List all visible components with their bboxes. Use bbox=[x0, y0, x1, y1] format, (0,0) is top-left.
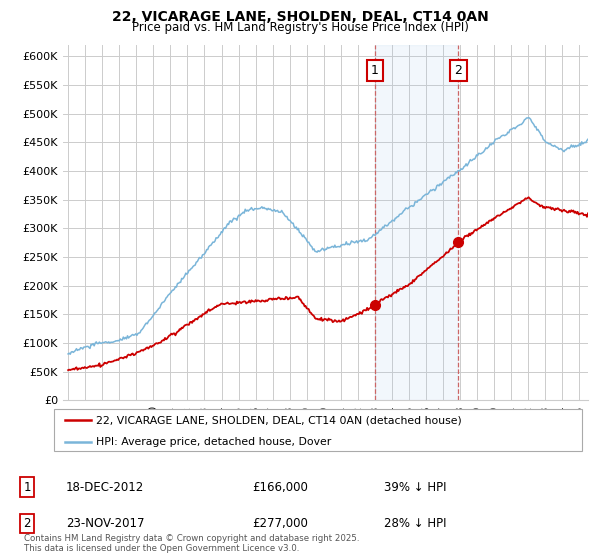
Text: 1: 1 bbox=[371, 64, 379, 77]
Text: 1: 1 bbox=[23, 480, 31, 494]
Text: Contains HM Land Registry data © Crown copyright and database right 2025.
This d: Contains HM Land Registry data © Crown c… bbox=[24, 534, 359, 553]
Text: 28% ↓ HPI: 28% ↓ HPI bbox=[384, 517, 446, 530]
Text: 2: 2 bbox=[23, 517, 31, 530]
Bar bbox=[375, 45, 458, 400]
Text: 2: 2 bbox=[455, 64, 463, 77]
Text: HPI: Average price, detached house, Dover: HPI: Average price, detached house, Dove… bbox=[96, 437, 331, 446]
FancyBboxPatch shape bbox=[54, 409, 582, 451]
Text: 22, VICARAGE LANE, SHOLDEN, DEAL, CT14 0AN (detached house): 22, VICARAGE LANE, SHOLDEN, DEAL, CT14 0… bbox=[96, 415, 462, 425]
Text: 39% ↓ HPI: 39% ↓ HPI bbox=[384, 480, 446, 494]
Text: Price paid vs. HM Land Registry's House Price Index (HPI): Price paid vs. HM Land Registry's House … bbox=[131, 21, 469, 34]
Text: £277,000: £277,000 bbox=[252, 517, 308, 530]
Text: 18-DEC-2012: 18-DEC-2012 bbox=[66, 480, 144, 494]
Text: £166,000: £166,000 bbox=[252, 480, 308, 494]
Text: 23-NOV-2017: 23-NOV-2017 bbox=[66, 517, 145, 530]
Text: 22, VICARAGE LANE, SHOLDEN, DEAL, CT14 0AN: 22, VICARAGE LANE, SHOLDEN, DEAL, CT14 0… bbox=[112, 10, 488, 24]
